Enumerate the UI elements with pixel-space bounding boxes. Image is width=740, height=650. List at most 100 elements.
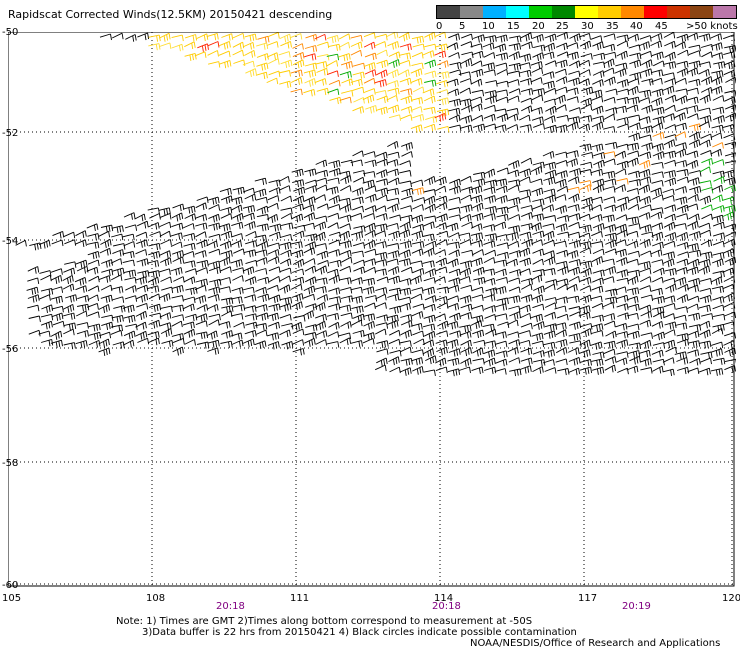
wind-barb	[651, 349, 664, 358]
wind-barb	[448, 277, 461, 286]
wind-barb	[63, 231, 76, 239]
wind-barb	[687, 340, 701, 348]
wind-barb	[545, 60, 557, 67]
wind-barb	[568, 367, 581, 376]
wind-barb	[663, 240, 676, 248]
wind-barb	[544, 323, 558, 332]
wind-barb	[447, 302, 460, 311]
wind-barb	[578, 349, 591, 358]
wind-barb	[616, 96, 629, 105]
wind-barb	[101, 314, 114, 322]
wind-barb	[700, 133, 713, 141]
wind-barb	[543, 239, 556, 247]
wind-barb	[424, 215, 437, 223]
wind-barb	[268, 58, 280, 65]
wind-barb	[135, 231, 148, 239]
wind-barb	[461, 51, 474, 59]
wind-barb	[423, 221, 435, 229]
wind-barb	[207, 50, 219, 57]
wind-barb	[460, 124, 473, 133]
wind-barb	[712, 252, 725, 260]
wind-barb	[339, 214, 352, 222]
wind-barb	[399, 77, 412, 86]
wind-barb	[723, 176, 736, 186]
wind-barb	[449, 124, 462, 132]
legend-swatch	[529, 6, 552, 18]
wind-barb	[555, 223, 568, 232]
wind-barb	[665, 283, 677, 293]
wind-barb	[363, 320, 375, 330]
wind-barb	[531, 340, 545, 348]
wind-barb	[27, 277, 40, 284]
wind-barb	[158, 207, 171, 216]
wind-barb	[615, 214, 628, 221]
wind-barb	[280, 222, 294, 230]
wind-barb	[148, 242, 161, 251]
wind-barb	[711, 184, 724, 193]
legend-tick: 10	[482, 21, 495, 32]
wind-barb	[196, 304, 209, 312]
wind-barb	[698, 121, 711, 128]
wind-barb	[230, 240, 243, 248]
wind-barb	[339, 277, 352, 285]
wind-barb	[555, 296, 568, 304]
wind-barb	[676, 67, 689, 77]
wind-barb	[208, 213, 220, 223]
wind-barb	[614, 68, 627, 77]
wind-barb	[675, 186, 687, 194]
wind-barb	[712, 232, 726, 240]
wind-barb	[434, 32, 447, 39]
wind-barb	[664, 268, 677, 276]
wind-barb	[579, 366, 593, 375]
wind-barb	[221, 297, 234, 305]
wind-barb	[302, 222, 315, 230]
wind-barb	[711, 341, 724, 349]
wind-barb	[316, 67, 329, 76]
wind-barb	[544, 169, 557, 179]
wind-barb	[350, 41, 363, 50]
wind-barb	[15, 239, 27, 247]
wind-barb	[508, 339, 521, 347]
wind-barb	[617, 123, 630, 130]
wind-barb	[434, 276, 446, 283]
wind-barb	[616, 143, 629, 151]
wind-barb	[543, 250, 555, 258]
wind-barb	[374, 259, 388, 267]
wind-barb	[531, 294, 544, 304]
wind-barb	[711, 328, 724, 335]
wind-barb	[723, 301, 736, 309]
wind-barb	[568, 306, 581, 313]
wind-barb	[280, 213, 293, 220]
wind-barb	[316, 294, 329, 302]
wind-barb	[569, 33, 581, 43]
wind-barb	[290, 321, 303, 331]
wind-barb	[568, 333, 581, 341]
wind-barb	[422, 88, 435, 96]
wind-barb	[376, 69, 388, 79]
wind-barb	[398, 229, 411, 239]
wind-barb	[329, 259, 342, 268]
wind-barb	[207, 41, 220, 48]
wind-barb	[362, 338, 375, 345]
wind-barb	[147, 207, 160, 214]
wind-barb	[185, 313, 198, 322]
wind-barb	[389, 214, 402, 221]
wind-barb	[699, 277, 713, 285]
wind-barb	[711, 285, 725, 293]
wind-barb	[544, 283, 556, 291]
wind-barb	[711, 258, 724, 268]
wind-barb	[399, 278, 412, 286]
wind-barb	[386, 159, 399, 167]
wind-barb	[448, 33, 460, 41]
wind-barb	[688, 44, 701, 52]
wind-barb	[602, 276, 615, 283]
wind-barb	[700, 239, 713, 248]
wind-barb	[51, 239, 64, 247]
wind-barb	[723, 60, 736, 70]
wind-barb	[38, 239, 51, 249]
wind-barb	[449, 330, 462, 338]
wind-barb	[580, 294, 592, 304]
wind-barb	[664, 104, 676, 112]
wind-barb	[328, 160, 341, 169]
wind-barb	[470, 194, 483, 204]
